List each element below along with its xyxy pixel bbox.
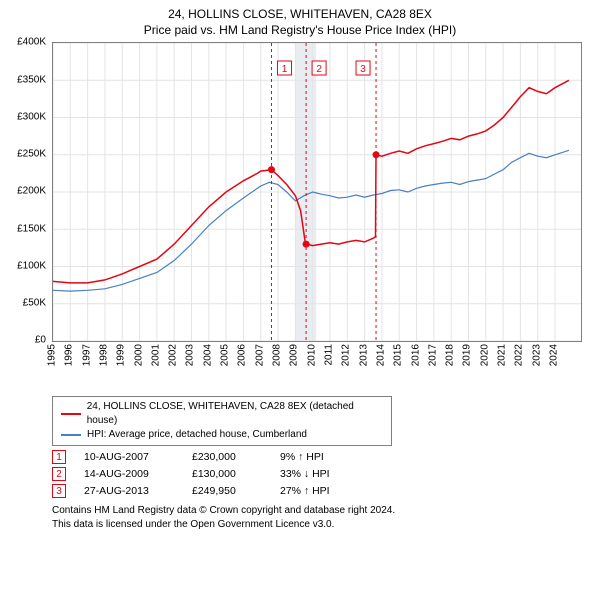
legend-box: 24, HOLLINS CLOSE, WHITEHAVEN, CA28 8EX …: [52, 396, 392, 446]
x-tick-label: 2012: [341, 344, 352, 366]
sale-row: 3 27-AUG-2013 £249,950 27% ↑ HPI: [52, 484, 590, 498]
sale-marker-box: 3: [52, 484, 66, 498]
x-tick-label: 2004: [202, 344, 213, 366]
x-tick-label: 2020: [479, 344, 490, 366]
page-subtitle: Price paid vs. HM Land Registry's House …: [10, 22, 590, 38]
x-tick-label: 1997: [81, 344, 92, 366]
sale-marker-box: 1: [52, 450, 66, 464]
y-tick-label: £400K: [17, 37, 46, 48]
x-tick-label: 1996: [64, 344, 75, 366]
x-tick-label: 1998: [98, 344, 109, 366]
disclaimer: Contains HM Land Registry data © Crown c…: [52, 504, 590, 531]
y-tick-label: £350K: [17, 74, 46, 85]
sale-price: £249,950: [192, 485, 262, 497]
x-tick-label: 1995: [47, 344, 58, 366]
x-tick-label: 1999: [116, 344, 127, 366]
legend-swatch: [61, 434, 81, 436]
x-tick-label: 2021: [497, 344, 508, 366]
x-tick-label: 2009: [289, 344, 300, 366]
y-tick-label: £0: [35, 335, 46, 346]
x-tick-label: 2010: [306, 344, 317, 366]
page-root: 24, HOLLINS CLOSE, WHITEHAVEN, CA28 8EX …: [0, 0, 600, 590]
y-tick-label: £150K: [17, 223, 46, 234]
y-tick-label: £250K: [17, 149, 46, 160]
x-tick-label: 2001: [150, 344, 161, 366]
legend-row: HPI: Average price, detached house, Cumb…: [61, 428, 383, 442]
svg-text:1: 1: [282, 64, 288, 75]
x-tick-label: 2017: [427, 344, 438, 366]
x-tick-label: 2014: [375, 344, 386, 366]
x-tick-label: 2005: [220, 344, 231, 366]
page-title-address: 24, HOLLINS CLOSE, WHITEHAVEN, CA28 8EX: [10, 6, 590, 22]
y-axis: £0£50K£100K£150K£200K£250K£300K£350K£400…: [10, 42, 50, 342]
sale-delta: 9% ↑ HPI: [280, 451, 370, 463]
x-tick-label: 2013: [358, 344, 369, 366]
svg-text:2: 2: [316, 64, 322, 75]
disclaimer-line-2: This data is licensed under the Open Gov…: [52, 518, 590, 532]
x-tick-label: 2006: [237, 344, 248, 366]
sale-delta: 33% ↓ HPI: [280, 468, 370, 480]
y-tick-label: £100K: [17, 260, 46, 271]
sale-delta: 27% ↑ HPI: [280, 485, 370, 497]
plot-area: 1 2 3: [52, 42, 582, 342]
title-block: 24, HOLLINS CLOSE, WHITEHAVEN, CA28 8EX …: [10, 6, 590, 38]
x-tick-label: 2018: [445, 344, 456, 366]
x-tick-label: 2023: [531, 344, 542, 366]
sale-date: 27-AUG-2013: [84, 485, 174, 497]
y-tick-label: £300K: [17, 111, 46, 122]
x-tick-label: 2015: [393, 344, 404, 366]
legend-swatch: [61, 413, 81, 415]
legend-label: HPI: Average price, detached house, Cumb…: [87, 428, 307, 442]
disclaimer-line-1: Contains HM Land Registry data © Crown c…: [52, 504, 590, 518]
y-tick-label: £50K: [23, 298, 46, 309]
x-tick-label: 2007: [254, 344, 265, 366]
sale-marker-box: 2: [52, 467, 66, 481]
plot-svg: 1 2 3: [53, 43, 581, 341]
sale-date: 10-AUG-2007: [84, 451, 174, 463]
chart-area: £0£50K£100K£150K£200K£250K£300K£350K£400…: [10, 42, 590, 392]
x-tick-label: 2019: [462, 344, 473, 366]
sale-row: 1 10-AUG-2007 £230,000 9% ↑ HPI: [52, 450, 590, 464]
sales-table: 1 10-AUG-2007 £230,000 9% ↑ HPI 2 14-AUG-2009…: [52, 450, 590, 498]
sale-price: £230,000: [192, 451, 262, 463]
svg-text:3: 3: [360, 64, 366, 75]
x-tick-label: 2000: [133, 344, 144, 366]
sale-price: £130,000: [192, 468, 262, 480]
sale-row: 2 14-AUG-2009 £130,000 33% ↓ HPI: [52, 467, 590, 481]
x-tick-label: 2002: [168, 344, 179, 366]
x-tick-label: 2024: [549, 344, 560, 366]
x-tick-label: 2011: [323, 344, 334, 366]
x-tick-label: 2016: [410, 344, 421, 366]
legend-row: 24, HOLLINS CLOSE, WHITEHAVEN, CA28 8EX …: [61, 400, 383, 428]
x-tick-label: 2003: [185, 344, 196, 366]
x-tick-label: 2022: [514, 344, 525, 366]
legend-label: 24, HOLLINS CLOSE, WHITEHAVEN, CA28 8EX …: [87, 400, 383, 428]
sale-date: 14-AUG-2009: [84, 468, 174, 480]
y-tick-label: £200K: [17, 186, 46, 197]
x-tick-label: 2008: [272, 344, 283, 366]
x-axis: 1995199619971998199920002001200220032004…: [52, 344, 582, 392]
